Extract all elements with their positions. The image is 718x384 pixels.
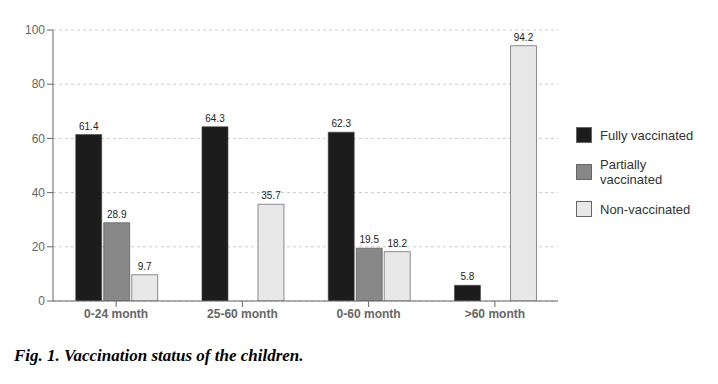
- svg-text:9.7: 9.7: [138, 261, 152, 272]
- svg-text:>60 month: >60 month: [465, 307, 525, 321]
- svg-text:0: 0: [38, 294, 45, 308]
- svg-text:80: 80: [32, 77, 46, 91]
- svg-text:62.3: 62.3: [331, 118, 351, 129]
- svg-text:18.2: 18.2: [387, 238, 407, 249]
- svg-text:40: 40: [32, 186, 46, 200]
- svg-text:28.9: 28.9: [107, 209, 127, 220]
- svg-text:5.8: 5.8: [461, 271, 475, 282]
- svg-text:61.4: 61.4: [79, 121, 99, 132]
- svg-text:64.3: 64.3: [205, 113, 225, 124]
- svg-text:35.7: 35.7: [261, 190, 281, 201]
- svg-text:20: 20: [32, 240, 46, 254]
- svg-text:60: 60: [32, 132, 46, 146]
- html-text:Fully vaccinated: Fully vaccinated: [600, 127, 694, 143]
- svg-text:0-60 month: 0-60 month: [337, 307, 401, 321]
- svg-text:100: 100: [25, 23, 45, 37]
- html-text:Partially: Partially: [600, 157, 647, 172]
- svg-text:25-60 month: 25-60 month: [207, 307, 278, 321]
- svg-text:94.2: 94.2: [514, 32, 534, 43]
- html-text:vaccinated: vaccinated: [600, 172, 663, 187]
- html-text:Non-vaccinated: Non-vaccinated: [600, 201, 691, 217]
- html-text:Fig. 1. Vaccination status of: Fig. 1. Vaccination status of the childr…: [14, 346, 304, 365]
- svg-text:19.5: 19.5: [359, 234, 379, 245]
- svg-text:0-24 month: 0-24 month: [84, 307, 148, 321]
